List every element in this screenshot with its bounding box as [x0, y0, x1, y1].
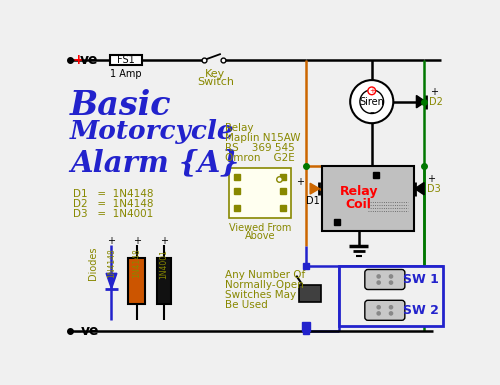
Circle shape [368, 87, 376, 95]
Text: 1N4148: 1N4148 [132, 249, 141, 278]
Text: –: – [73, 324, 80, 338]
Circle shape [376, 305, 381, 310]
Circle shape [388, 274, 394, 279]
Text: +: + [369, 88, 374, 94]
Text: +: + [427, 174, 435, 184]
Circle shape [360, 90, 384, 114]
Text: Any Number Of: Any Number Of [226, 270, 306, 280]
Polygon shape [106, 273, 117, 289]
Text: Be Used: Be Used [226, 300, 268, 310]
Text: D2: D2 [428, 97, 442, 107]
Text: SW 2: SW 2 [403, 304, 438, 317]
Text: Coil: Coil [346, 198, 372, 211]
Text: Motorcycle: Motorcycle [70, 119, 234, 144]
Text: Siren: Siren [360, 97, 384, 107]
Text: ve: ve [80, 324, 99, 338]
Text: Switches May: Switches May [226, 290, 296, 300]
Circle shape [376, 280, 381, 285]
Text: Above: Above [245, 231, 276, 241]
Circle shape [388, 305, 394, 310]
Text: +: + [73, 53, 85, 67]
Text: 1 Amp: 1 Amp [110, 69, 142, 79]
Text: +: + [430, 87, 438, 97]
Bar [302, 322, 310, 331]
Text: Relay: Relay [226, 123, 254, 133]
Text: +: + [108, 236, 116, 246]
Bar [128, 258, 146, 304]
Text: Switch: Switch [197, 77, 234, 87]
Text: +: + [160, 236, 168, 246]
Text: RS    369 545: RS 369 545 [226, 143, 295, 153]
Text: FS1: FS1 [117, 55, 135, 65]
Polygon shape [415, 182, 424, 195]
Text: Maplin N15AW: Maplin N15AW [226, 133, 301, 143]
Bar [110, 55, 142, 65]
Circle shape [388, 280, 394, 285]
Text: +: + [296, 177, 304, 187]
Bar [157, 258, 171, 304]
Text: Key: Key [206, 69, 226, 79]
Text: Normally-Open: Normally-Open [226, 280, 304, 290]
Text: Relay: Relay [340, 185, 378, 198]
Text: D2   =  1N4148: D2 = 1N4148 [73, 199, 154, 209]
Text: D1: D1 [306, 196, 320, 206]
Polygon shape [310, 183, 320, 194]
Text: D3: D3 [427, 184, 441, 194]
Text: D1   =  1N4148: D1 = 1N4148 [73, 189, 154, 199]
Text: SW 1: SW 1 [403, 273, 438, 286]
Circle shape [388, 311, 394, 316]
Text: Diodes: Diodes [88, 246, 98, 280]
Bar [230, 168, 291, 218]
FancyBboxPatch shape [365, 270, 405, 290]
Polygon shape [416, 95, 426, 108]
Text: 1N4148: 1N4148 [107, 249, 116, 278]
Bar [300, 285, 321, 302]
Text: Viewed From: Viewed From [229, 223, 292, 233]
Text: –: – [370, 107, 374, 117]
Text: D3   =  1N4001: D3 = 1N4001 [73, 209, 153, 219]
FancyBboxPatch shape [365, 300, 405, 320]
Text: 1N4001: 1N4001 [160, 249, 168, 279]
Bar [338, 266, 442, 326]
Text: Omron    G2E: Omron G2E [226, 153, 295, 163]
Text: Basic: Basic [70, 89, 172, 122]
Circle shape [376, 274, 381, 279]
Circle shape [376, 311, 381, 316]
Text: +: + [133, 236, 141, 246]
Text: Alarm {A}: Alarm {A} [70, 149, 239, 177]
Circle shape [350, 80, 394, 123]
Bar [322, 166, 414, 231]
Text: ve: ve [80, 53, 98, 67]
